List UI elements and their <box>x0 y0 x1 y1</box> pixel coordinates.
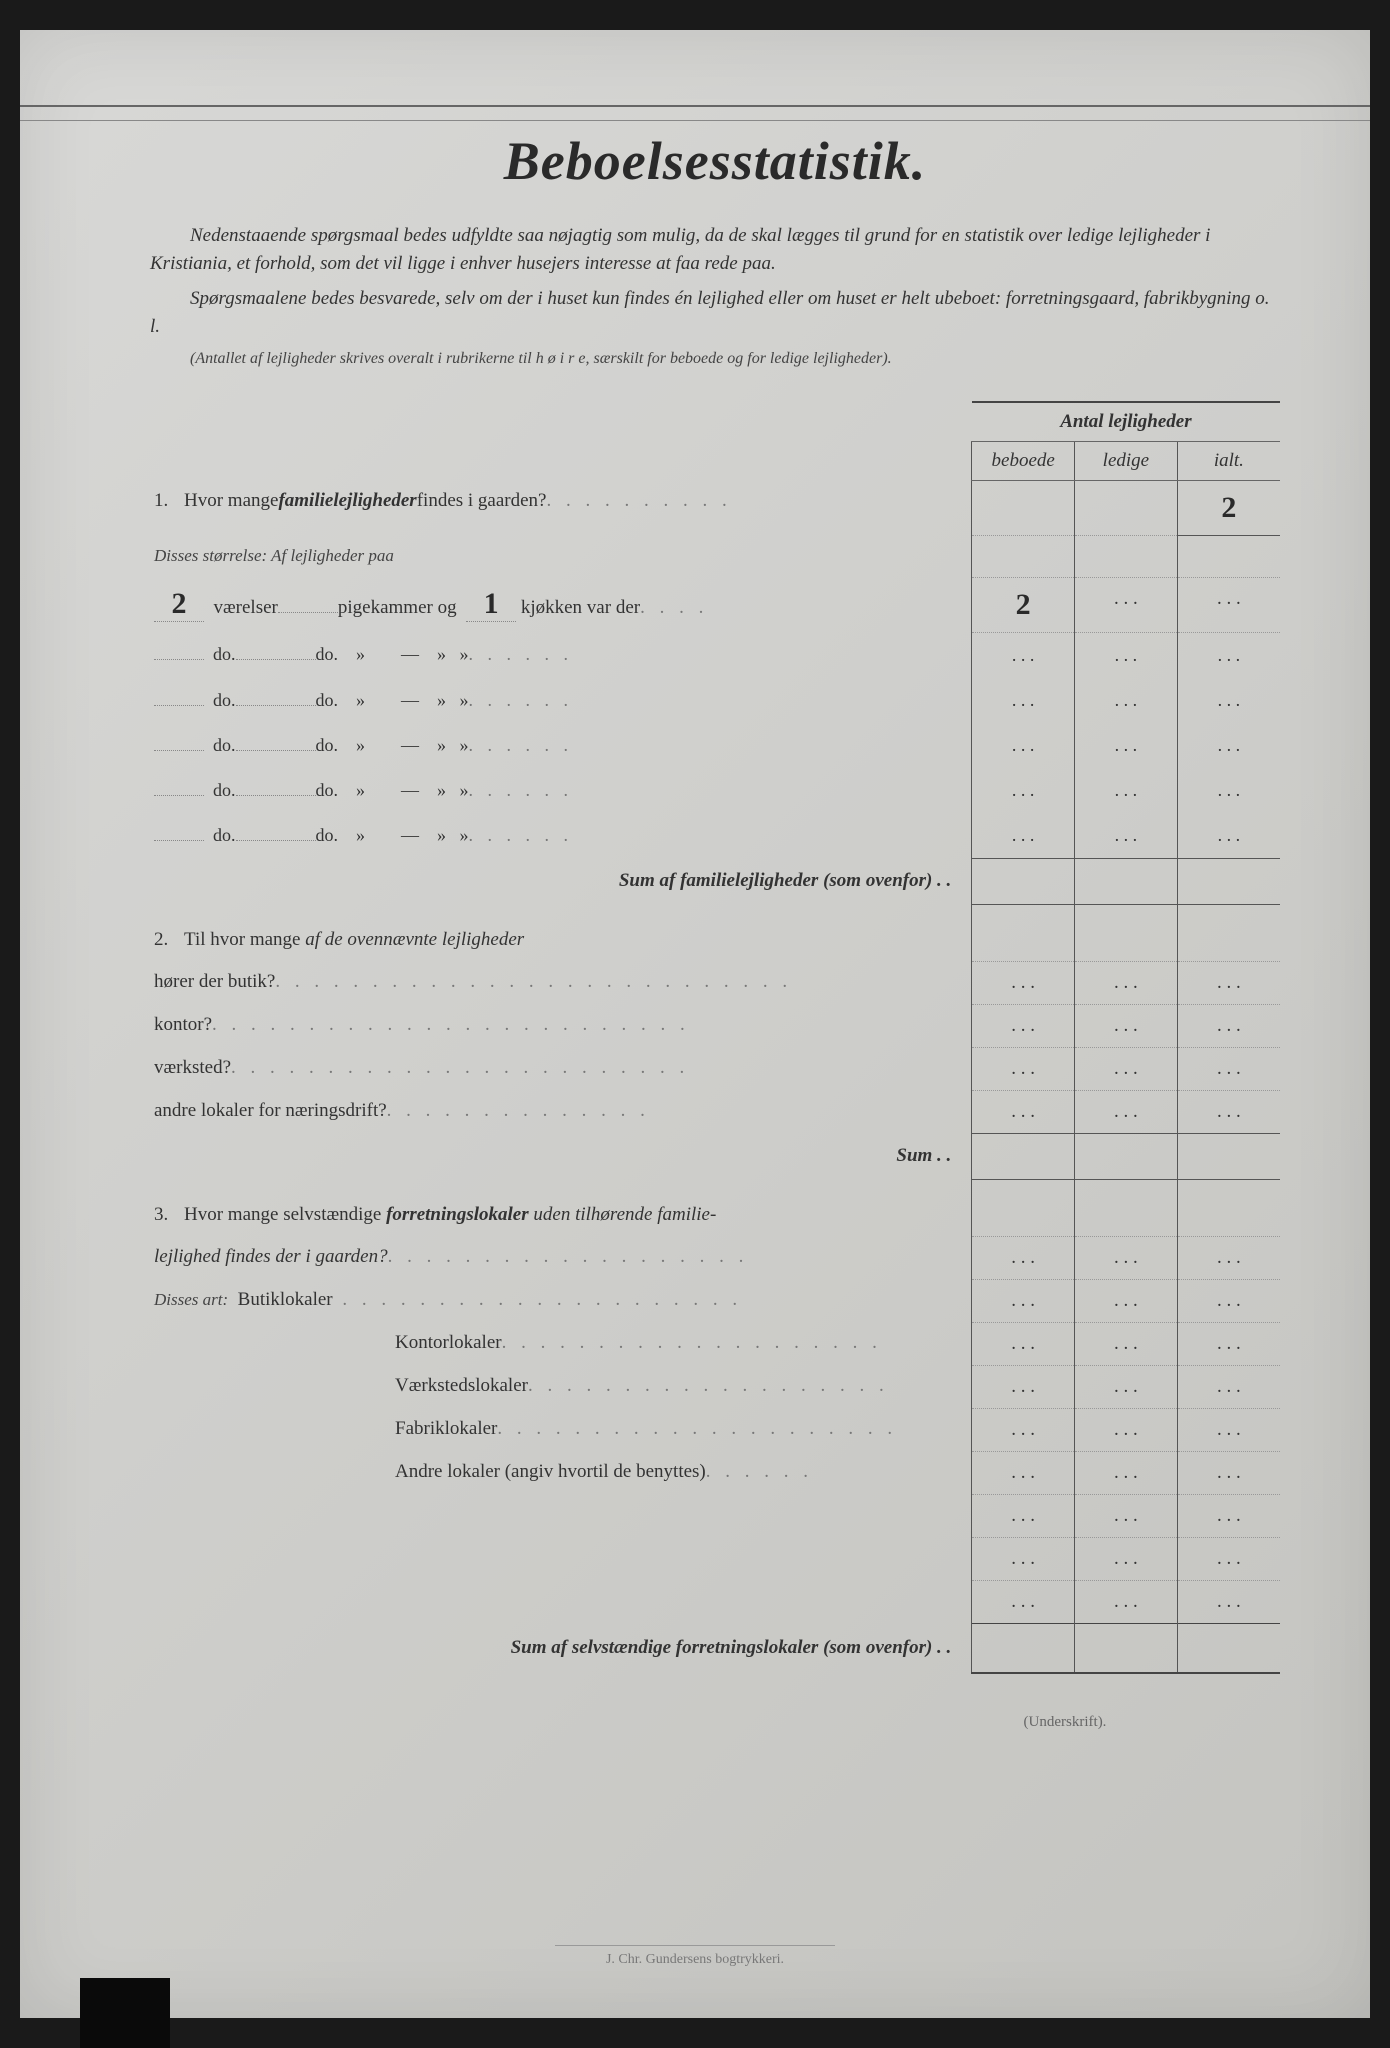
row1-beboede: 2 <box>1016 588 1031 621</box>
intro-paragraph-2: Spørgsmaalene bedes besvarede, selv om d… <box>150 285 1280 340</box>
q1-line: 1. Hvor mange familielejligheder findes … <box>154 490 967 512</box>
q1-ialt-value: 2 <box>1221 491 1236 524</box>
printer-credit: J. Chr. Gundersens bogtrykkeri. <box>555 1945 835 1968</box>
page-title: Beboelsesstatistik. <box>150 130 1280 192</box>
sum3-label: Sum af selvstændige forretningslokaler <box>511 1637 819 1658</box>
document-page: Beboelsesstatistik. Nedenstaaende spørgs… <box>20 30 1370 2018</box>
header-ledige: ledige <box>1075 441 1178 480</box>
sum1-label: Sum af familielejligheder <box>619 870 819 891</box>
intro-paragraph-1: Nedenstaaende spørgsmaal bedes udfyldte … <box>150 222 1280 277</box>
intro-paragraph-3: (Antallet af lejligheder skrives overalt… <box>150 348 1280 370</box>
sum2-label: Sum . . <box>896 1145 951 1166</box>
statistics-table: Antal lejligheder beboede ledige ialt. 1… <box>150 401 1280 1675</box>
room-line-1: 2 værelser pigekammer og 1 kjøkken var d… <box>154 587 967 622</box>
header-ialt: ialt. <box>1177 441 1280 480</box>
scan-artifact <box>80 1978 170 2048</box>
q1-sub: Disses størrelse: Af lejligheder paa <box>154 546 394 565</box>
header-beboede: beboede <box>972 441 1075 480</box>
signature-label: (Underskrift). <box>850 1714 1280 1731</box>
header-antal: Antal lejligheder <box>972 402 1280 442</box>
